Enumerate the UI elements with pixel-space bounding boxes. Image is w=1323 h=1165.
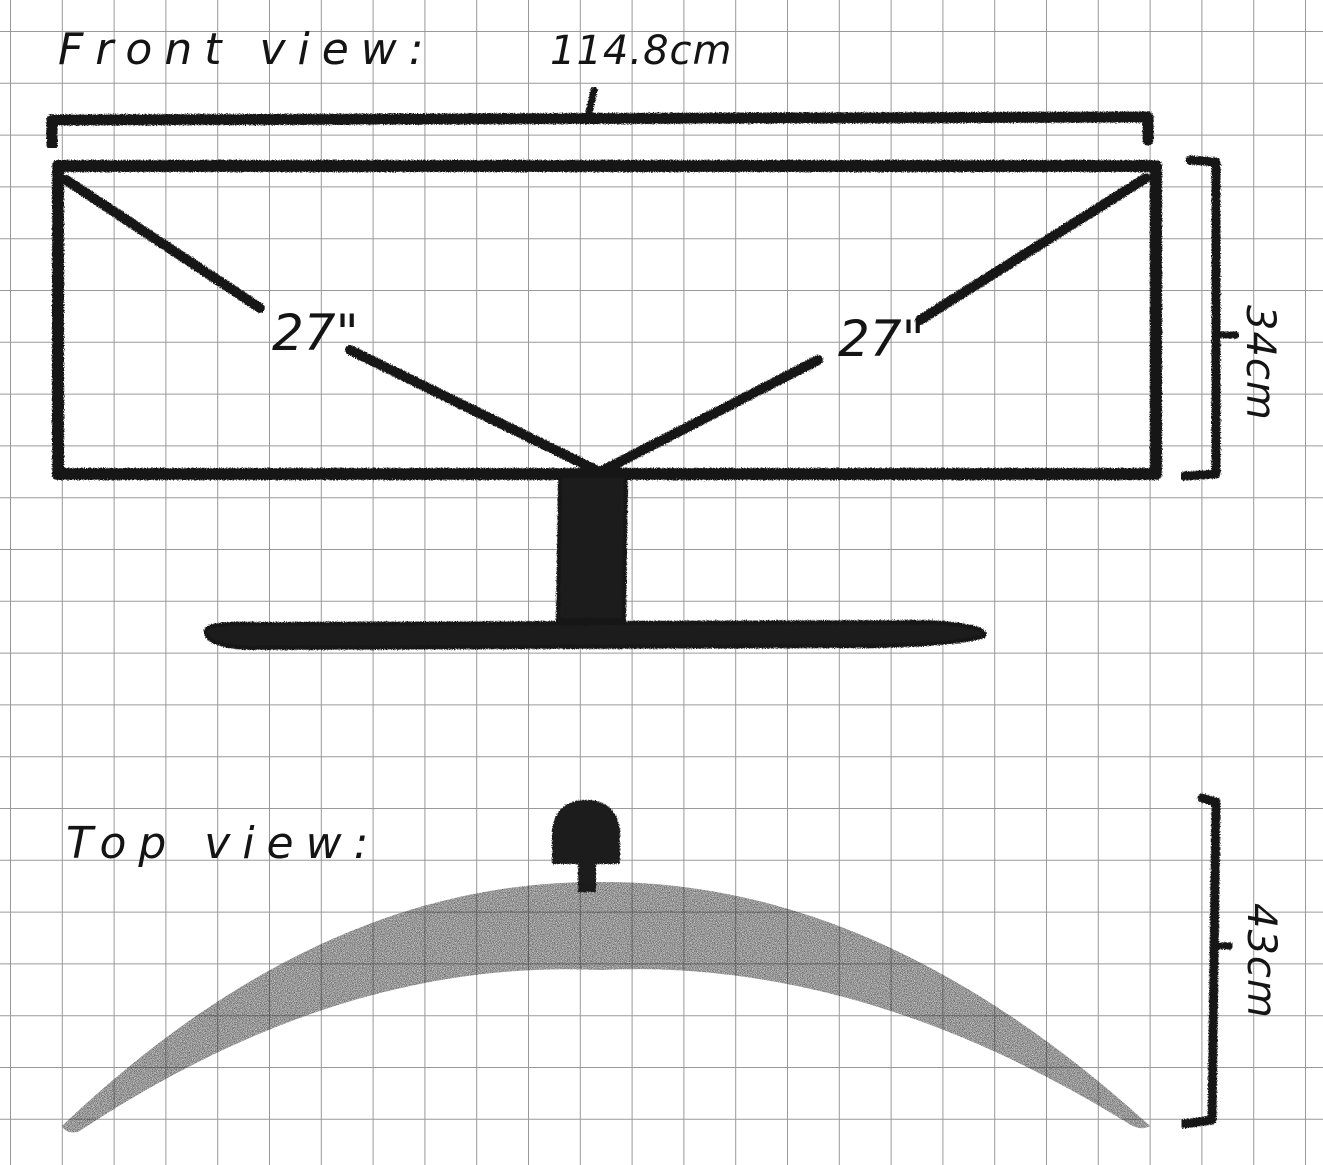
curved-screen: [62, 881, 1150, 1133]
top-view: Top view: 43cm: [62, 793, 1284, 1133]
top-view-label: Top view:: [66, 818, 380, 869]
top-view-shapes: [62, 800, 1150, 1133]
depth-bracket: [1179, 793, 1221, 1129]
stand-base: [204, 619, 987, 651]
height-dimension: [1179, 155, 1240, 481]
height-label: 34cm: [1237, 305, 1283, 421]
stand-neck: [555, 474, 629, 622]
right-diagonal-label: 27": [838, 310, 925, 368]
width-label: 114.8cm: [550, 28, 732, 74]
monitor-stand: [204, 474, 987, 651]
width-dimension: [46, 86, 1154, 151]
left-diagonal-label: 27": [272, 304, 359, 362]
front-view-label: Front view:: [58, 24, 436, 75]
stand-knob: [552, 800, 620, 864]
height-bracket: [1179, 155, 1221, 481]
width-bracket: [46, 111, 1154, 151]
right-diagonal: [599, 173, 1151, 475]
depth-dimension: [1179, 793, 1234, 1129]
left-diagonal: [61, 175, 601, 475]
depth-label: 43cm: [1238, 903, 1284, 1019]
width-bracket-tick: [584, 86, 598, 121]
front-view: Front view: 114.8cm 27" 27" 34cm: [46, 24, 1283, 651]
